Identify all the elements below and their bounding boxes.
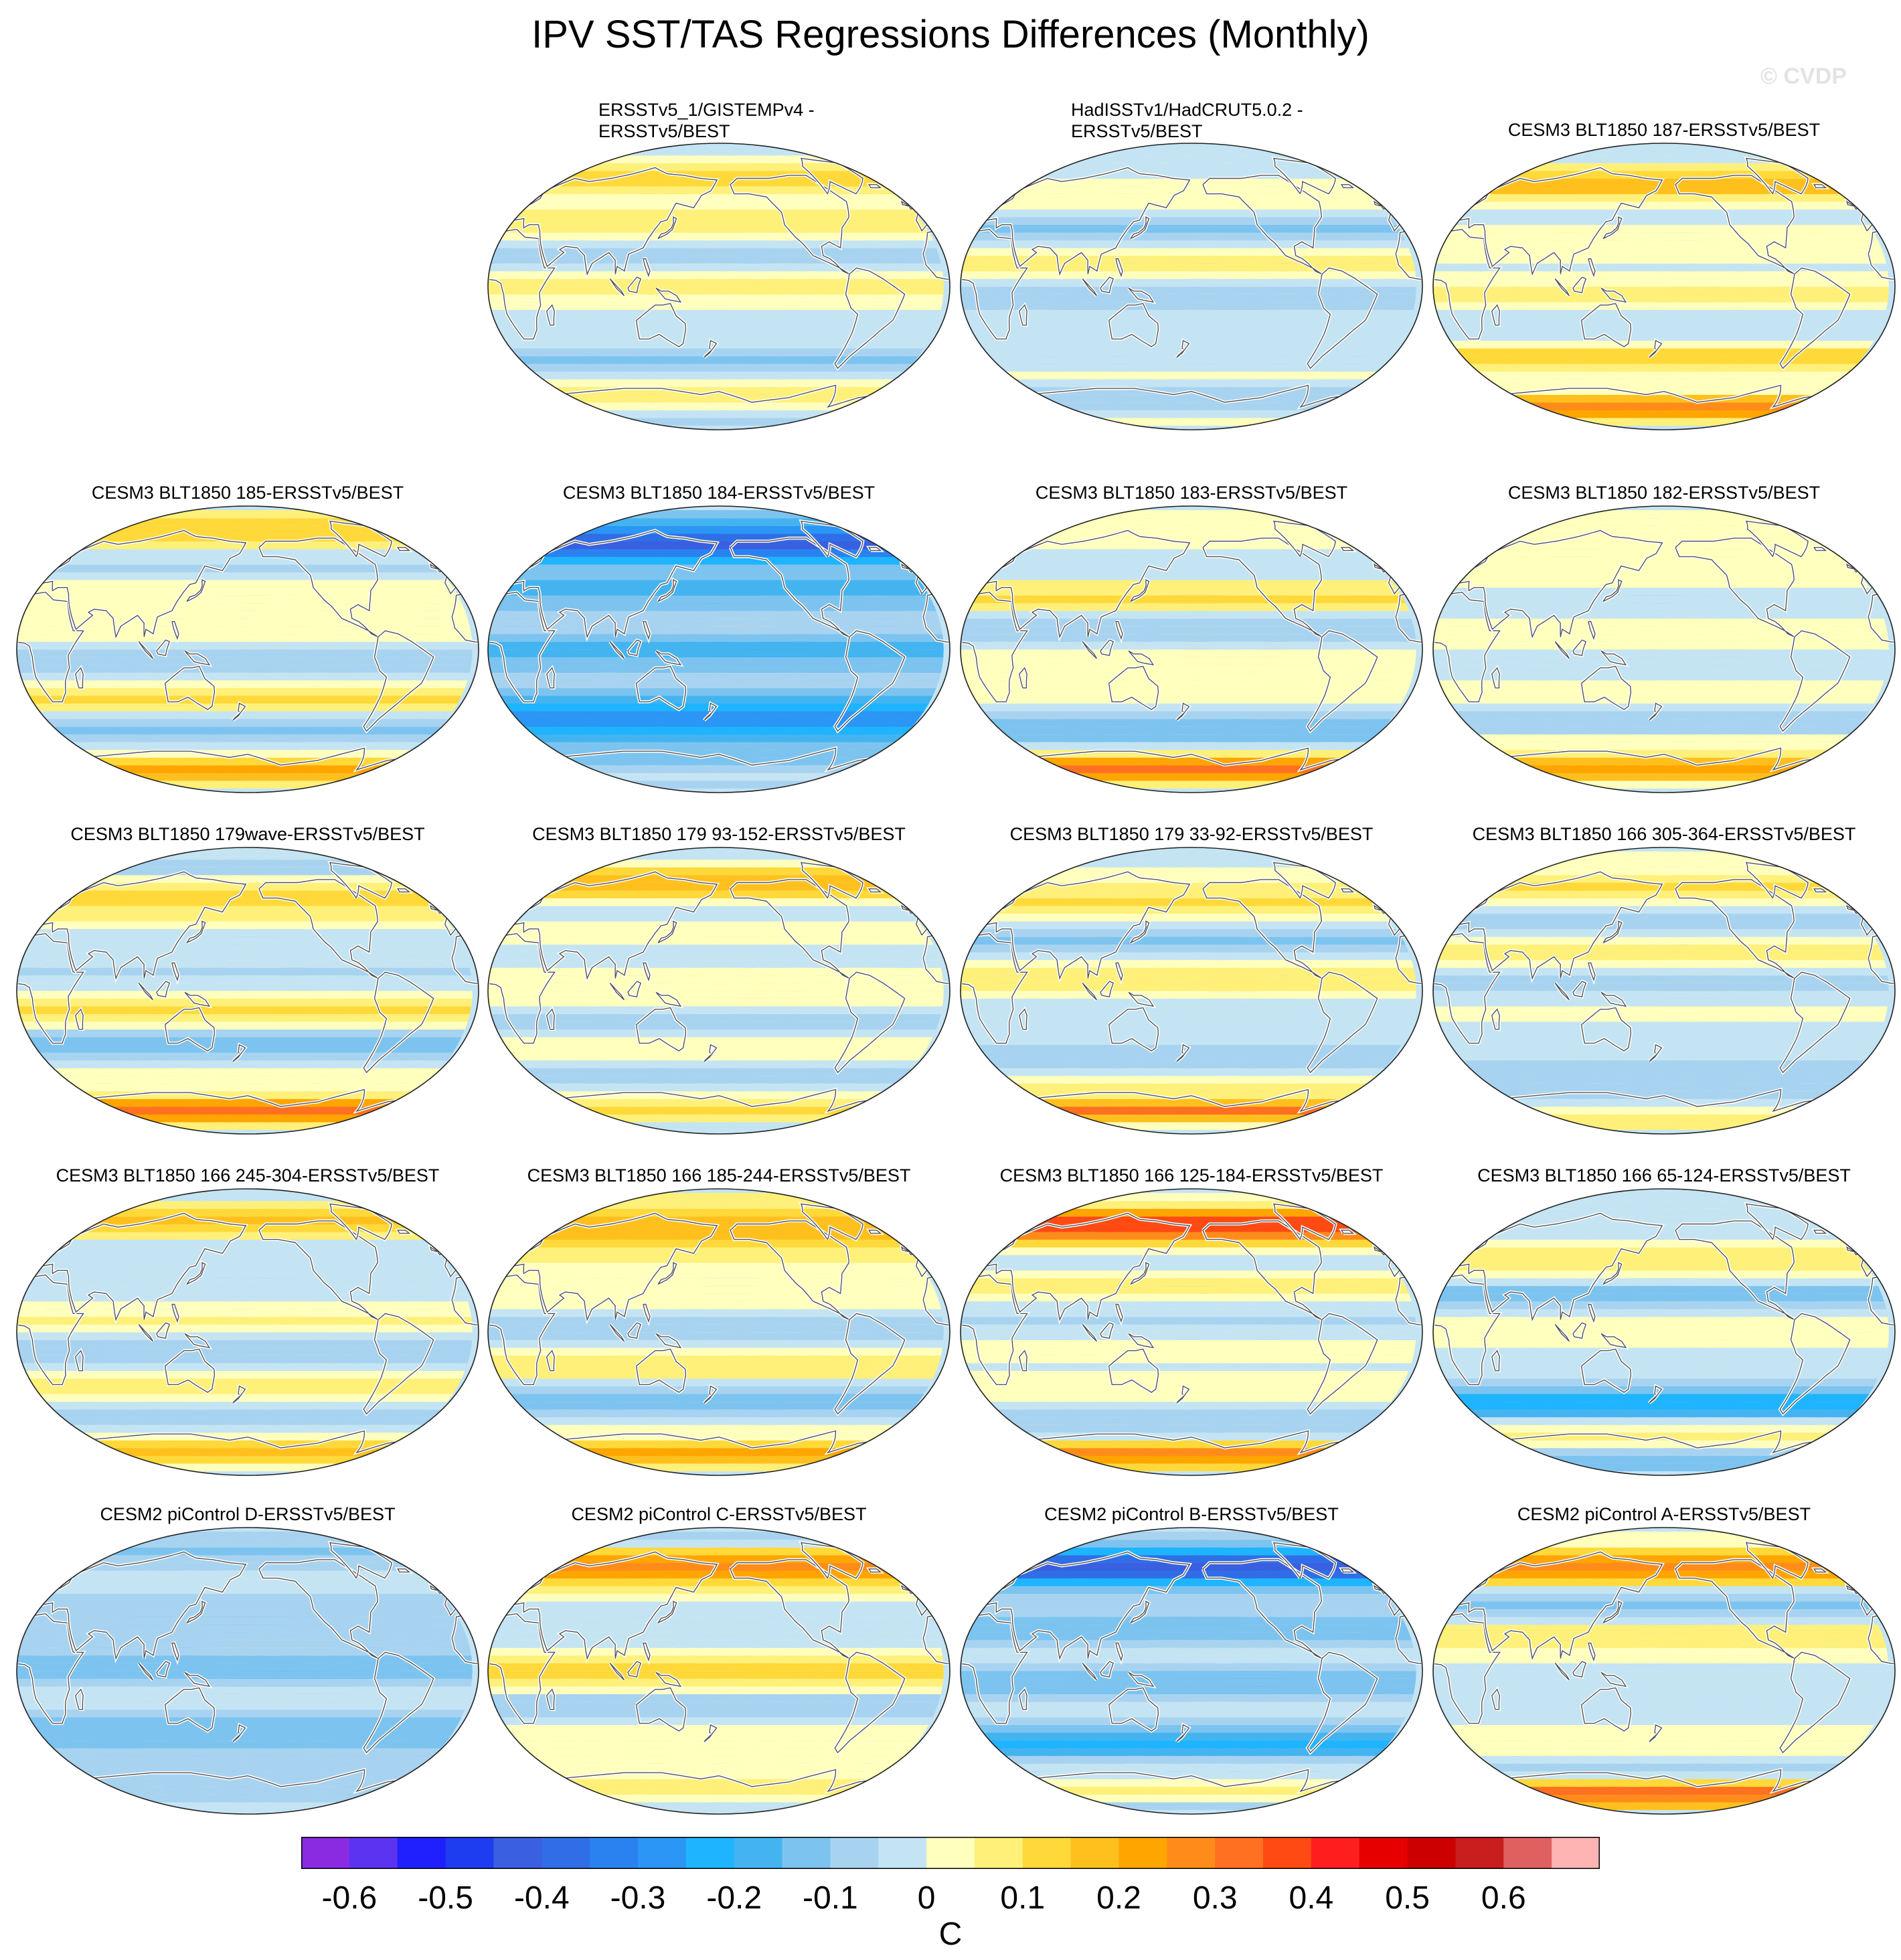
field-cell	[1028, 394, 1350, 403]
field-cell	[980, 216, 1397, 226]
field-cell	[503, 224, 929, 233]
field-cell	[603, 417, 629, 426]
field-cell	[961, 263, 1416, 272]
figure-title: IPV SST/TAS Regressions Differences (Mon…	[0, 12, 1901, 57]
field-cell	[489, 301, 943, 310]
field-cell	[992, 201, 1386, 210]
field-cell	[519, 201, 913, 210]
field-cell	[603, 147, 629, 156]
cvdp-watermark: © CVDP	[1760, 64, 1847, 90]
field-cell	[488, 286, 944, 295]
field-cell	[570, 402, 864, 410]
field-cell	[971, 232, 1406, 241]
field-cell	[488, 278, 944, 287]
panel-title-line1: HadISSTv1/HadCRUT5.0.2 -	[1071, 99, 1426, 120]
field-cell	[961, 294, 1416, 303]
field-cell	[535, 379, 898, 388]
field-cell	[492, 317, 939, 325]
field-cell	[1076, 417, 1102, 426]
field-cell	[961, 286, 1416, 295]
field-cell	[999, 371, 1378, 380]
field-cell	[999, 193, 1378, 202]
field-cell	[961, 278, 1416, 287]
field-cell	[570, 163, 864, 171]
field-cell	[806, 417, 832, 426]
field-cell	[519, 363, 913, 372]
field-cell	[584, 155, 607, 163]
field-cell	[985, 355, 1392, 364]
field-cell	[975, 224, 1402, 233]
field-cell	[1278, 417, 1305, 426]
field-cell	[513, 209, 919, 218]
field-cell	[556, 394, 878, 403]
field-cell	[980, 347, 1397, 357]
field-cell	[806, 147, 832, 156]
panel-title-line2: ERSSTv5/BEST	[598, 120, 953, 142]
field-cell	[495, 325, 936, 333]
field-cell	[498, 232, 933, 241]
map-plot	[960, 143, 1423, 430]
map-panels-grid: ERSSTv5_1/GISTEMPv4 - ERSSTv5/BEST HadISST…	[16, 99, 1896, 1815]
field-cell	[527, 371, 906, 380]
field-cell	[606, 147, 632, 156]
field-cell	[967, 325, 1409, 333]
field-cell	[1008, 379, 1370, 388]
field-cell	[556, 170, 878, 179]
field-cell	[584, 410, 849, 418]
map-plot	[487, 143, 951, 430]
field-cell	[584, 410, 607, 418]
field-cell	[992, 363, 1386, 372]
field-cell	[527, 193, 906, 202]
field-cell	[606, 417, 632, 426]
field-cell	[507, 347, 924, 357]
field-cell	[488, 294, 944, 303]
map-panel: HadISSTv1/HadCRUT5.0.2 - ERSSTv5/BEST	[957, 99, 1426, 437]
panel-title-line1: ERSSTv5_1/GISTEMPv4 -	[598, 99, 953, 120]
field-cell	[963, 309, 1414, 318]
field-cell	[971, 332, 1406, 341]
panel-title: ERSSTv5_1/GISTEMPv4 - ERSSTv5/BEST	[485, 99, 953, 142]
field-cell	[1042, 402, 1337, 410]
field-cell	[489, 263, 943, 272]
field-cell	[498, 332, 933, 341]
field-cell	[490, 309, 941, 318]
field-cell	[961, 301, 1416, 310]
field-cell	[965, 317, 1412, 325]
field-cell	[507, 216, 924, 226]
field-cell	[513, 355, 919, 364]
field-cell	[1078, 417, 1104, 426]
field-cell	[985, 209, 1392, 218]
panel-title: HadISSTv1/HadCRUT5.0.2 - ERSSTv5/BEST	[957, 99, 1426, 142]
field-cell	[1057, 410, 1322, 418]
field-cell	[1057, 410, 1080, 418]
map-panel: ERSSTv5_1/GISTEMPv4 - ERSSTv5/BEST	[485, 99, 953, 437]
